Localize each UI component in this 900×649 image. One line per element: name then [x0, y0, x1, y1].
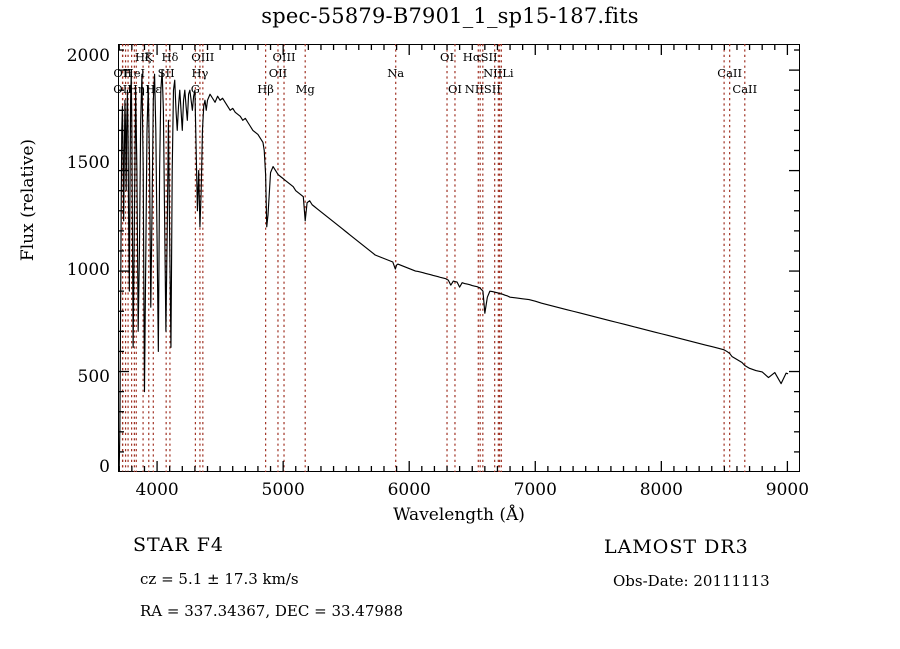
- x-axis-label: Wavelength (Å): [393, 505, 525, 525]
- line-label-HeI-3820: HeI: [123, 66, 146, 80]
- object-class-label: STAR F4: [133, 534, 224, 556]
- line-label-SII-4072: SII: [157, 66, 175, 80]
- y-tick-500: 500: [77, 367, 110, 387]
- line-label-Na-5893: Na: [387, 66, 405, 80]
- x-tick-6000: 6000: [387, 480, 431, 500]
- coordinates-label: RA = 337.34367, DEC = 33.47988: [140, 602, 404, 620]
- y-tick-2000: 2000: [66, 46, 110, 66]
- y-tick-1500: 1500: [66, 153, 110, 173]
- line-label-H-4102: Hδ: [161, 50, 179, 64]
- y-tick-0: 0: [99, 457, 110, 477]
- line-label-G-4304: G: [190, 82, 200, 96]
- y-tick-1000: 1000: [66, 260, 110, 280]
- line-label-OIII-4363: OIII: [191, 50, 215, 64]
- line-label-OII-3727: OII: [113, 66, 132, 80]
- x-tick-8000: 8000: [639, 480, 683, 500]
- line-label-OI-6363: OI: [447, 82, 462, 96]
- line-label-OII-3726: OII: [113, 82, 132, 96]
- line-label-HSII-6563: HαSII: [462, 50, 498, 64]
- line-label-CaII-8662: CaII: [732, 82, 758, 96]
- x-tick-7000: 7000: [513, 480, 557, 500]
- line-label-Mg-5175: Mg: [295, 82, 315, 96]
- line-label-OI-6300: OI: [440, 50, 455, 64]
- line-label-NIILi-6707: NIILi: [483, 66, 514, 80]
- spectrum-canvas: [118, 44, 800, 472]
- line-label-H-3889: Hζ: [134, 50, 152, 64]
- obs-date-label: Obs-Date: 20111113: [613, 572, 770, 590]
- line-label-NIISII-6584: NIISII: [464, 82, 501, 96]
- line-label-H-4340: Hγ: [191, 66, 209, 80]
- line-label-H-4861: Hβ: [257, 82, 274, 96]
- line-label-H-3970: Hε: [145, 82, 162, 96]
- x-tick-4000: 4000: [135, 480, 179, 500]
- x-tick-9000: 9000: [765, 480, 810, 500]
- plot-frame: [118, 44, 800, 472]
- redshift-velocity-label: cz = 5.1 ± 17.3 km/s: [140, 570, 299, 588]
- survey-label: LAMOST DR3: [604, 536, 749, 558]
- line-label-OIII-5007: OIII: [272, 50, 296, 64]
- line-label-CaII-8542: CaII: [717, 66, 743, 80]
- line-label-H-3835: Hη: [127, 82, 145, 96]
- line-label-K-3934: K: [144, 50, 154, 64]
- x-tick-5000: 5000: [261, 480, 305, 500]
- line-label-OII-4959: OII: [268, 66, 288, 80]
- page-title: spec-55879-B7901_1_sp15-187.fits: [261, 4, 639, 28]
- y-axis-label: Flux (relative): [18, 138, 38, 262]
